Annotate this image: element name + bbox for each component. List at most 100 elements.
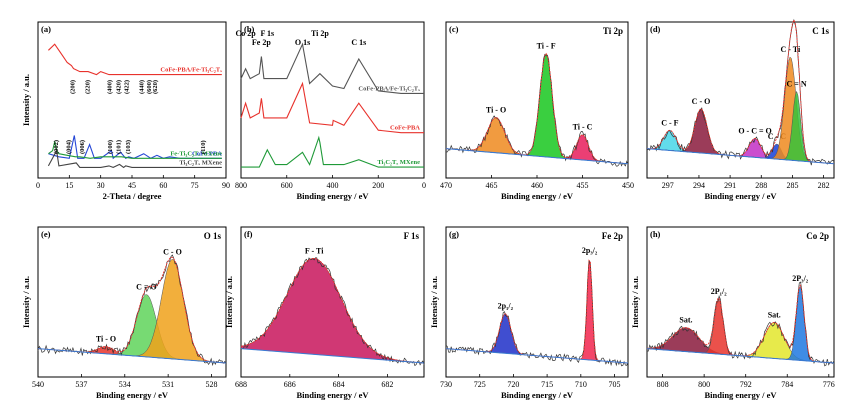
panel-e-frame (37, 226, 227, 378)
x-axis-label: Binding energy / eV (704, 191, 777, 201)
panel-label: (e) (41, 229, 51, 239)
peak-index-label: (110) (200, 140, 207, 154)
x-tick-label: 285 (786, 181, 798, 190)
envelope-line (240, 257, 425, 364)
panel-title: Co 2p (806, 231, 829, 241)
series-name: Fe-Ti₃C₂Tₓ MXene (170, 150, 222, 157)
x-axis-label: Binding energy / eV (96, 390, 169, 400)
x-tick-label: 470 (440, 181, 452, 190)
x-tick-label: 90 (222, 181, 230, 190)
x-tick-label: 294 (693, 181, 705, 190)
x-tick-label: 720 (507, 380, 519, 389)
x-tick-label: 297 (662, 181, 674, 190)
x-tick-label: 455 (577, 181, 589, 190)
y-axis-label: Intensity / a.u. (21, 276, 31, 328)
panel-title: F 1s (404, 231, 420, 241)
peak-label: 2P₃/₂ (792, 274, 809, 283)
peak-index-label: (006) (79, 140, 86, 154)
panel-label: (a) (41, 24, 51, 34)
peak-label: 2p₁/₂ (498, 302, 514, 311)
baseline-line (646, 348, 835, 364)
x-tick-label: 450 (622, 181, 634, 190)
peak-label: 2P₁/₂ (711, 287, 728, 296)
peak-label: C - O (163, 247, 182, 256)
panel-a: 0 15 30 45 60 75 90 2-Theta / degree Intensity /… (21, 21, 230, 201)
x-tick-label: 686 (284, 380, 296, 389)
panel-d: 297 294 291 288 285 282 Binding energy / eV (d)… (646, 18, 835, 201)
peak-label: C - Ti (781, 45, 801, 54)
series-line-0 (240, 42, 424, 94)
x-tick-label: 30 (97, 181, 105, 190)
x-tick-label: 291 (724, 181, 736, 190)
panel-title: Ti 2p (603, 26, 623, 36)
panel-e: 540 537 534 531 528 Binding energy / eV Intens… (21, 226, 227, 400)
baseline-line (445, 148, 629, 165)
peak-index-label: (220) (85, 80, 92, 94)
x-tick-label: 682 (381, 380, 393, 389)
x-tick-label: 465 (486, 181, 498, 190)
x-tick-label: 684 (333, 380, 345, 389)
x-tick-label: 808 (657, 380, 669, 389)
x-tick-label: 800 (698, 380, 710, 389)
x-tick-label: 528 (206, 380, 218, 389)
baseline-line (445, 348, 629, 364)
x-tick-label: 715 (541, 380, 553, 389)
series-name: Ti₃C₂Tₓ MXene (179, 159, 222, 166)
peak-index-label: (100) (107, 140, 114, 154)
peak-label: 2p₃/₂ (582, 246, 598, 255)
x-tick-label: 705 (609, 380, 621, 389)
panel-d-frame (646, 21, 835, 179)
panel-label: (d) (650, 24, 661, 34)
peak-label: C - F (661, 118, 678, 127)
series-line-1 (240, 81, 424, 134)
raw-data-line (445, 260, 629, 367)
x-tick-label: 710 (575, 380, 587, 389)
panel-title: Fe 2p (602, 231, 623, 241)
x-tick-label: 400 (327, 181, 339, 190)
raw-data-line (646, 281, 835, 367)
peak-label: Sat. (679, 316, 692, 325)
x-tick-label: 600 (281, 181, 293, 190)
panel-g-frame (445, 226, 629, 378)
x-tick-label: 725 (474, 380, 486, 389)
x-tick-label: 776 (823, 380, 835, 389)
x-axis-label: 2-Theta / degree (103, 191, 162, 201)
peak-index-label: (200) (69, 80, 76, 94)
panel-label: (h) (650, 229, 661, 239)
x-tick-label: 540 (32, 380, 44, 389)
peak-index-label: (002) (53, 140, 60, 154)
x-tick-label: 60 (159, 181, 167, 190)
x-tick-label: 730 (440, 380, 452, 389)
fit-peak-3 (646, 285, 835, 364)
fit-peak-1 (445, 53, 629, 164)
panel-f: 688 686 684 682 Binding energy / eV Intensity… (224, 226, 425, 400)
panel-b: 800 600 400 200 0 Binding energy / eV (b) CoFe-… (235, 21, 426, 201)
panel-label: (b) (244, 24, 255, 34)
series-name: Ti₃C₂Tₓ MXene (377, 159, 420, 166)
x-tick-label: 531 (162, 380, 174, 389)
series-name: CoFe-PBA (192, 150, 222, 157)
baseline-line (646, 148, 835, 165)
x-tick-label: 800 (235, 181, 247, 190)
series-line-3 (47, 148, 222, 169)
y-axis-label: Intensity / a.u. (21, 74, 31, 126)
peak-label: Fe 2p (252, 38, 271, 47)
panel-label: (g) (449, 229, 459, 239)
x-axis-label: Binding energy / eV (296, 191, 369, 201)
peak-label: Ti 2p (311, 29, 329, 38)
peak-label: Ti - C (573, 123, 593, 132)
peak-index-label: (440) (139, 80, 146, 94)
series-line-2 (241, 135, 424, 168)
peak-label: Ti - F (537, 42, 556, 51)
peak-index-label: (422) (124, 80, 131, 94)
y-axis-label: Intensity / a.u. (630, 276, 640, 328)
peak-label: C = N (787, 79, 807, 88)
panel-title: O 1s (204, 231, 222, 241)
peak-label: Sat. (768, 310, 781, 319)
x-tick-label: 15 (65, 181, 73, 190)
panel-g: 730 725 720 715 710 705 Binding energy / eV Int… (429, 226, 629, 400)
x-tick-label: 460 (531, 181, 543, 190)
x-tick-label: 792 (740, 380, 752, 389)
panel-h-frame (646, 226, 835, 378)
